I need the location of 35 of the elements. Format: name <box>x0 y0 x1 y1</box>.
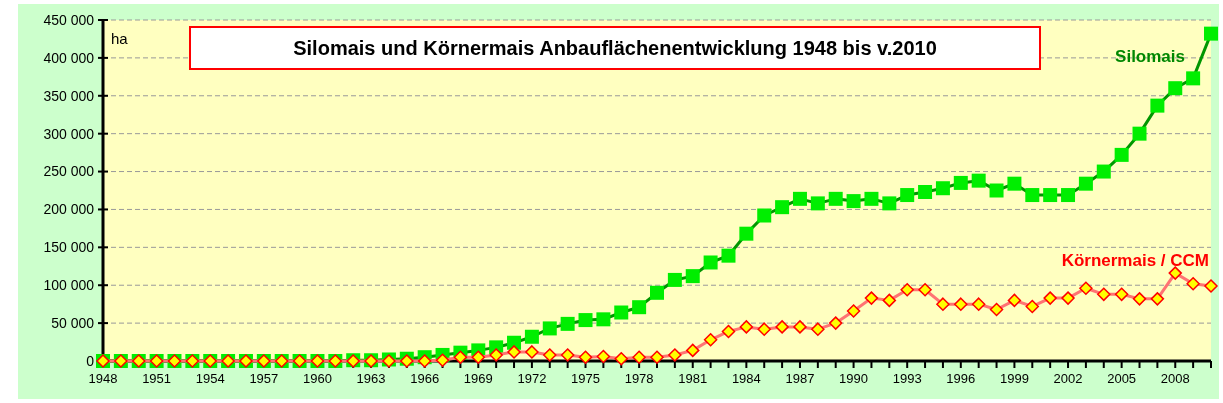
x-tick-label: 1999 <box>999 371 1029 386</box>
x-tick-label: 1996 <box>946 371 976 386</box>
x-tick-label: 1975 <box>571 371 600 386</box>
x-tick-label: 1969 <box>463 371 493 386</box>
x-tick-label: 1963 <box>356 371 386 386</box>
series-label: Silomais <box>1115 46 1185 66</box>
y-tick-label: 400 000 <box>43 49 95 66</box>
x-tick-label: 2002 <box>1053 371 1083 386</box>
y-tick-label: 100 000 <box>43 277 95 294</box>
x-tick-label: 1948 <box>88 371 118 386</box>
x-tick-label: 1951 <box>142 371 172 386</box>
x-tick-label: 2005 <box>1107 371 1137 386</box>
x-tick-label: 1954 <box>195 371 225 386</box>
x-tick-label: 1990 <box>839 371 869 386</box>
y-tick-label: 200 000 <box>43 201 95 218</box>
x-tick-label: 1957 <box>249 371 279 386</box>
y-tick-label: 50 000 <box>51 315 95 332</box>
x-tick-label: 1987 <box>785 371 815 386</box>
x-tick-label: 2008 <box>1160 371 1190 386</box>
series-label: Körnermais / CCM <box>1061 250 1209 270</box>
x-tick-label: 1984 <box>731 371 761 386</box>
y-tick-label: 250 000 <box>43 163 95 180</box>
y-tick-label: 300 000 <box>43 125 95 142</box>
x-tick-label: 1972 <box>517 371 547 386</box>
x-tick-label: 1966 <box>410 371 440 386</box>
x-tick-label: 1993 <box>892 371 922 386</box>
x-tick-label: 1978 <box>624 371 654 386</box>
y-tick-label: 450 000 <box>43 11 95 28</box>
x-tick-label: 1960 <box>302 371 332 386</box>
text: Silomais und Körnermais Anbauflächenentwicklung 1948 bis v.2010 <box>293 37 937 59</box>
y-tick-label: 0 <box>86 352 95 369</box>
x-tick-label: 1981 <box>678 371 708 386</box>
y-tick-label: 350 000 <box>43 87 95 104</box>
y-tick-label: 150 000 <box>43 239 95 256</box>
y-axis-title: ha <box>111 30 129 47</box>
